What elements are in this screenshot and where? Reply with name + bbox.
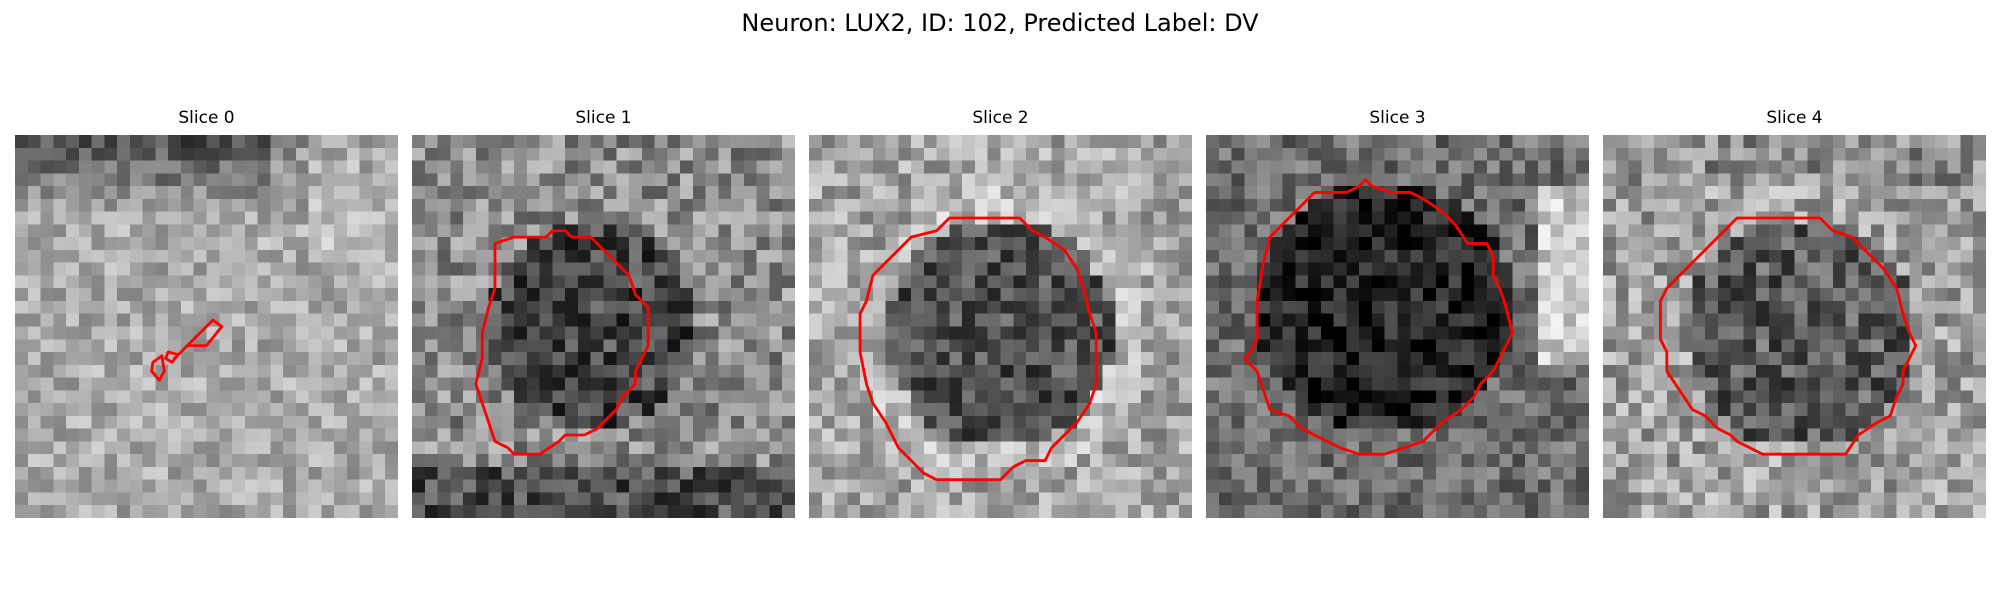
- roi-contour: [474, 229, 650, 456]
- slice-panel-4: Slice 4: [1603, 108, 1986, 518]
- slice-panel-3: Slice 3: [1206, 108, 1589, 518]
- slice-3-grayscale-image: [1206, 135, 1589, 518]
- slice-title-2: Slice 2: [972, 108, 1029, 128]
- slice-panel-2: Slice 2: [809, 108, 1192, 518]
- slice-panel-1: Slice 1: [412, 108, 795, 518]
- roi-contour: [858, 216, 1098, 482]
- slice-title-1: Slice 1: [575, 108, 632, 128]
- slice-title-4: Slice 4: [1766, 108, 1823, 128]
- slice-3-roi-contour-overlay: [1242, 178, 1514, 456]
- roi-contour: [1242, 178, 1514, 456]
- figure-title: Neuron: LUX2, ID: 102, Predicted Label: …: [741, 9, 1259, 37]
- slice-4-roi-contour-overlay: [1659, 216, 1918, 456]
- slice-1-roi-contour-overlay: [474, 229, 650, 456]
- roi-contour: [150, 354, 166, 382]
- slice-2-roi-contour-overlay: [858, 216, 1098, 482]
- roi-contour: [173, 318, 224, 360]
- slice-0-roi-contour-overlay: [150, 318, 224, 382]
- roi-contour: [1659, 216, 1918, 456]
- slice-panel-0: Slice 0: [15, 108, 398, 518]
- roi-contour: [164, 350, 180, 364]
- slice-2-grayscale-image: [809, 135, 1192, 518]
- slice-1-grayscale-image: [412, 135, 795, 518]
- slice-title-0: Slice 0: [178, 108, 235, 128]
- slice-title-3: Slice 3: [1369, 108, 1426, 128]
